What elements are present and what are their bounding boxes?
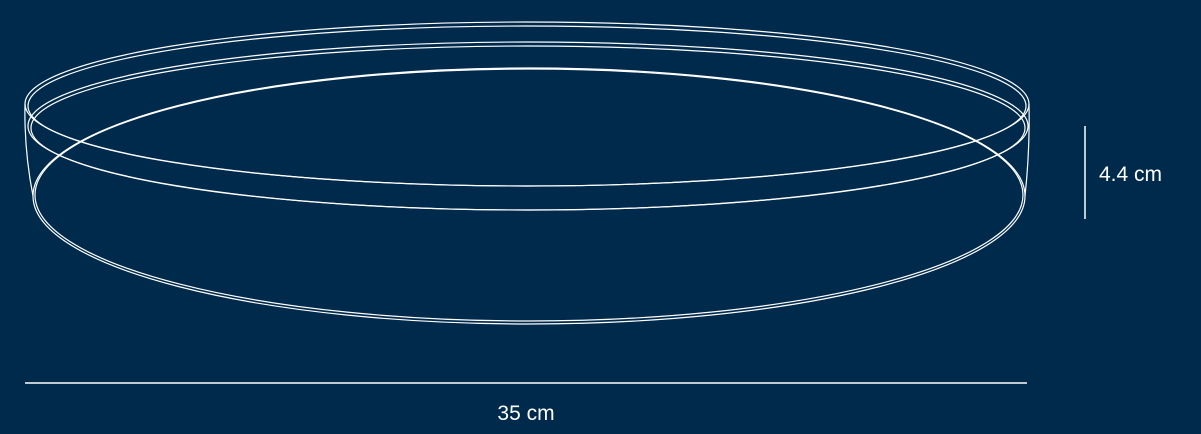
rim-middle-outer [27,41,1029,211]
width-dimension-label: 35 cm [497,402,555,425]
side-edge-right [1024,103,1030,197]
diffuser-face-inner [34,68,1024,322]
rim-middle-inner [30,45,1026,211]
height-dimension-label: 4.4 cm [1099,163,1163,186]
diffuser-face-edge [32,67,1026,325]
rim-top-inner [27,25,1027,187]
side-edge-left [24,103,34,197]
